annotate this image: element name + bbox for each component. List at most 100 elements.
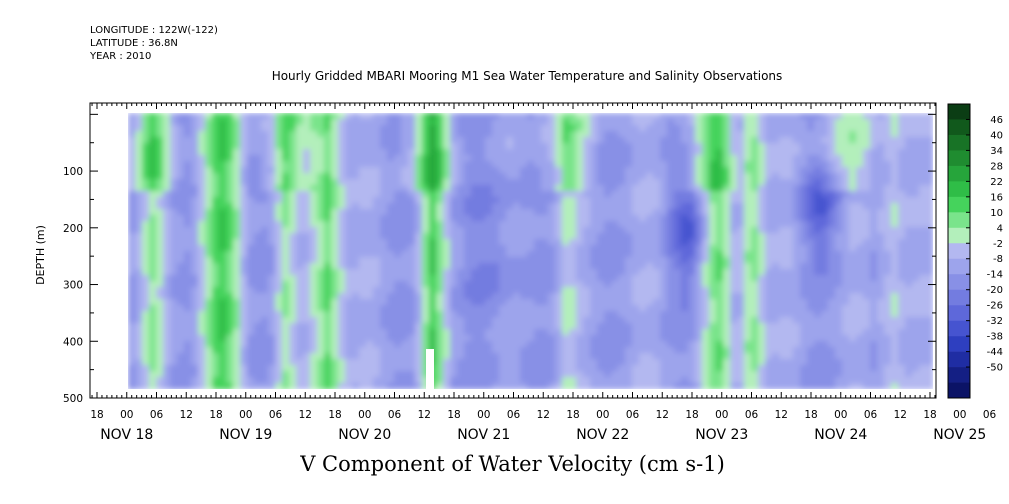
heatmap-cell <box>170 329 178 336</box>
heatmap-cell <box>639 323 647 330</box>
heatmap-cell <box>898 341 906 348</box>
heatmap-cell <box>163 179 171 186</box>
heatmap-cell <box>835 131 843 138</box>
heatmap-cell <box>814 353 822 360</box>
heatmap-cell <box>352 125 360 132</box>
heatmap-cell <box>184 221 192 228</box>
heatmap-cell <box>569 197 577 204</box>
heatmap-cell <box>520 251 528 258</box>
heatmap-cell <box>625 113 633 120</box>
heatmap-cell <box>772 329 780 336</box>
heatmap-cell <box>590 233 598 240</box>
heatmap-cell <box>338 257 346 264</box>
heatmap-cell <box>604 329 612 336</box>
heatmap-cell <box>779 317 787 324</box>
heatmap-cell <box>548 305 556 312</box>
heatmap-cell <box>863 353 871 360</box>
heatmap-cell <box>373 155 381 162</box>
heatmap-cell <box>597 239 605 246</box>
heatmap-cell <box>814 251 822 258</box>
heatmap-cell <box>352 215 360 222</box>
heatmap-cell <box>786 245 794 252</box>
heatmap-cell <box>247 329 255 336</box>
heatmap-cell <box>233 131 241 138</box>
heatmap-cell <box>128 323 136 330</box>
heatmap-cell <box>520 125 528 132</box>
heatmap-cell <box>919 275 927 282</box>
heatmap-cell <box>828 239 836 246</box>
heatmap-cell <box>779 161 787 168</box>
heatmap-cell <box>485 137 493 144</box>
heatmap-cell <box>884 275 892 282</box>
heatmap-cell <box>835 125 843 132</box>
heatmap-cell <box>352 275 360 282</box>
heatmap-cell <box>856 353 864 360</box>
heatmap-cell <box>520 143 528 150</box>
heatmap-cell <box>604 323 612 330</box>
heatmap-cell <box>744 293 752 300</box>
heatmap-cell <box>527 281 535 288</box>
heatmap-cell <box>730 221 738 228</box>
heatmap-cell <box>485 281 493 288</box>
heatmap-cell <box>520 353 528 360</box>
heatmap-cell <box>625 161 633 168</box>
heatmap-cell <box>240 131 248 138</box>
heatmap-cell <box>548 323 556 330</box>
heatmap-cell <box>324 263 332 270</box>
heatmap-cell <box>639 365 647 372</box>
heatmap-cell <box>527 179 535 186</box>
heatmap-cell <box>576 227 584 234</box>
heatmap-cell <box>380 317 388 324</box>
heatmap-cell <box>912 215 920 222</box>
heatmap-cell <box>443 227 451 234</box>
heatmap-cell <box>170 293 178 300</box>
heatmap-cell <box>527 263 535 270</box>
heatmap-cell <box>261 269 269 276</box>
heatmap-cell <box>205 233 213 240</box>
heatmap-cell <box>688 221 696 228</box>
heatmap-cell <box>324 317 332 324</box>
heatmap-cell <box>184 209 192 216</box>
heatmap-cell <box>625 293 633 300</box>
heatmap-cell <box>408 227 416 234</box>
heatmap-cell <box>793 359 801 366</box>
heatmap-cell <box>772 191 780 198</box>
heatmap-cell <box>373 359 381 366</box>
heatmap-cell <box>849 125 857 132</box>
heatmap-cell <box>639 227 647 234</box>
heatmap-cell <box>884 167 892 174</box>
heatmap-cell <box>282 359 290 366</box>
heatmap-cell <box>338 227 346 234</box>
heatmap-cell <box>352 179 360 186</box>
heatmap-cell <box>219 191 227 198</box>
heatmap-cell <box>471 197 479 204</box>
heatmap-cell <box>289 305 297 312</box>
heatmap-cell <box>884 119 892 126</box>
heatmap-cell <box>415 239 423 246</box>
heatmap-cell <box>814 275 822 282</box>
heatmap-cell <box>359 257 367 264</box>
heatmap-cell <box>198 305 206 312</box>
heatmap-cell <box>604 203 612 210</box>
heatmap-cell <box>772 359 780 366</box>
heatmap-cell <box>660 263 668 270</box>
heatmap-cell <box>905 131 913 138</box>
heatmap-cell <box>674 173 682 180</box>
heatmap-cell <box>457 239 465 246</box>
heatmap-cell <box>597 143 605 150</box>
heatmap-cell <box>415 329 423 336</box>
heatmap-cell <box>149 179 157 186</box>
heatmap-cell <box>436 149 444 156</box>
heatmap-cell <box>779 263 787 270</box>
heatmap-cell <box>443 209 451 216</box>
heatmap-cell <box>478 233 486 240</box>
heatmap-cell <box>807 131 815 138</box>
heatmap-cell <box>919 245 927 252</box>
heatmap-cell <box>625 185 633 192</box>
heatmap-cell <box>240 371 248 378</box>
heatmap-cell <box>800 251 808 258</box>
heatmap-cell <box>576 173 584 180</box>
heatmap-cell <box>219 131 227 138</box>
heatmap-cell <box>674 329 682 336</box>
heatmap-cell <box>583 209 591 216</box>
